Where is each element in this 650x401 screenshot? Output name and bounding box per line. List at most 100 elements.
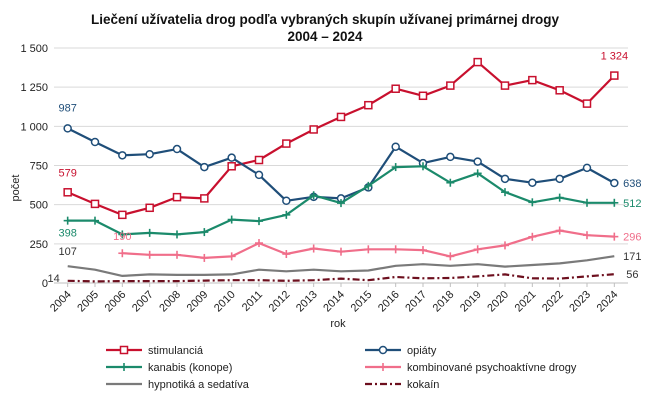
data-point bbox=[528, 198, 537, 207]
legend: stimulanciá opiáty kanabis (konope) kombino… bbox=[106, 345, 577, 391]
legend-label: kanabis (konope) bbox=[148, 362, 232, 374]
series-hypnotik-a-sedat-va bbox=[67, 255, 615, 277]
data-point bbox=[528, 178, 537, 187]
data-point bbox=[336, 112, 346, 122]
series-layer bbox=[63, 57, 619, 283]
data-point bbox=[119, 345, 129, 355]
data-point bbox=[610, 71, 619, 80]
data-point bbox=[200, 162, 209, 172]
legend-item: kombinované psychoaktívne drogy bbox=[365, 362, 577, 374]
data-point bbox=[254, 170, 264, 180]
grid bbox=[54, 47, 628, 245]
data-point bbox=[555, 174, 564, 184]
data-point bbox=[419, 246, 427, 255]
y-axis-ticks: 0 250 500 750 1 000 1 250 1 500 bbox=[20, 43, 48, 290]
legend-item: hypnotiká a sedatíva bbox=[106, 379, 250, 391]
data-point bbox=[501, 241, 509, 250]
chart-title: Liečení užívatelia drog podľa vybraných … bbox=[91, 12, 560, 27]
data-point bbox=[145, 250, 154, 259]
data-point bbox=[473, 245, 482, 254]
data-point bbox=[418, 91, 428, 101]
x-tick-label: 2010 bbox=[212, 289, 238, 315]
series-stimulanci- bbox=[63, 57, 619, 220]
data-point bbox=[391, 142, 400, 151]
data-point bbox=[446, 81, 455, 90]
data-point bbox=[118, 249, 127, 258]
x-tick-label: 2006 bbox=[103, 289, 129, 315]
x-tick-label: 2004 bbox=[48, 289, 74, 315]
data-point bbox=[309, 191, 318, 200]
data-point bbox=[200, 228, 209, 237]
legend-item: kokaín bbox=[365, 379, 439, 391]
y-tick-label: 500 bbox=[30, 200, 48, 212]
data-point bbox=[473, 157, 482, 166]
y-tick-label: 250 bbox=[30, 239, 48, 251]
data-point bbox=[610, 232, 619, 241]
data-label: 171 bbox=[623, 251, 641, 263]
data-point bbox=[364, 245, 373, 254]
series-opi-ty bbox=[63, 124, 619, 205]
data-point bbox=[582, 99, 592, 108]
series-kanabis-konope- bbox=[63, 162, 619, 239]
data-label: 190 bbox=[113, 231, 131, 243]
data-point bbox=[227, 252, 236, 261]
data-point bbox=[378, 345, 388, 355]
data-point bbox=[364, 181, 373, 190]
series-line bbox=[67, 127, 615, 202]
data-label: 987 bbox=[58, 102, 76, 114]
data-label: 398 bbox=[58, 228, 76, 240]
data-point bbox=[309, 125, 318, 134]
legend-label: kombinované psychoaktívne drogy bbox=[407, 362, 577, 374]
data-point bbox=[120, 363, 128, 371]
data-point bbox=[173, 230, 181, 239]
legend-label: stimulanciá bbox=[148, 345, 204, 357]
data-point bbox=[391, 84, 400, 93]
y-tick-label: 1 000 bbox=[20, 121, 48, 133]
data-point bbox=[90, 137, 100, 147]
legend-item: kanabis (konope) bbox=[106, 362, 232, 374]
legend-label: opiáty bbox=[407, 345, 437, 357]
data-point bbox=[419, 162, 427, 171]
y-tick-label: 0 bbox=[42, 278, 48, 290]
data-label: 56 bbox=[626, 269, 638, 281]
y-tick-label: 1 500 bbox=[20, 43, 48, 55]
data-label: 512 bbox=[623, 198, 641, 210]
data-point bbox=[555, 193, 564, 202]
data-point bbox=[90, 199, 100, 209]
data-point bbox=[227, 215, 236, 224]
data-point bbox=[582, 163, 592, 173]
x-tick-label: 2019 bbox=[458, 289, 484, 315]
x-tick-label: 2020 bbox=[485, 289, 511, 315]
y-axis-label: počet bbox=[10, 175, 22, 202]
data-point bbox=[610, 178, 619, 188]
data-point bbox=[172, 192, 182, 202]
data-point bbox=[501, 188, 509, 197]
data-point bbox=[91, 216, 99, 225]
y-tick-label: 1 250 bbox=[20, 82, 48, 94]
x-tick-label: 2024 bbox=[595, 289, 621, 315]
data-labels: 579 1 324 987 638 398 512 190 296 107 171 14 56 bbox=[48, 51, 642, 285]
data-point bbox=[583, 231, 591, 240]
data-point bbox=[282, 250, 291, 259]
data-point bbox=[63, 124, 72, 133]
x-axis-label: rok bbox=[330, 318, 346, 330]
x-tick-label: 2013 bbox=[294, 289, 320, 315]
x-axis-ticks: 2004 2005 2006 2007 2008 2009 2010 2011 2012 2013… bbox=[48, 283, 620, 314]
series-koka-n bbox=[67, 273, 615, 283]
data-point bbox=[500, 174, 510, 184]
data-point bbox=[200, 253, 209, 262]
x-tick-label: 2009 bbox=[185, 289, 211, 315]
data-point bbox=[309, 244, 318, 253]
legend-label: kokaín bbox=[407, 379, 439, 391]
data-point bbox=[391, 245, 400, 254]
data-point bbox=[200, 194, 209, 203]
data-point bbox=[610, 198, 619, 207]
x-tick-label: 2011 bbox=[240, 289, 265, 314]
x-tick-label: 2015 bbox=[349, 289, 375, 315]
x-tick-label: 2007 bbox=[130, 289, 156, 315]
data-point bbox=[118, 151, 127, 160]
x-tick-label: 2008 bbox=[157, 289, 183, 315]
data-point bbox=[528, 75, 537, 85]
data-point bbox=[337, 199, 345, 208]
